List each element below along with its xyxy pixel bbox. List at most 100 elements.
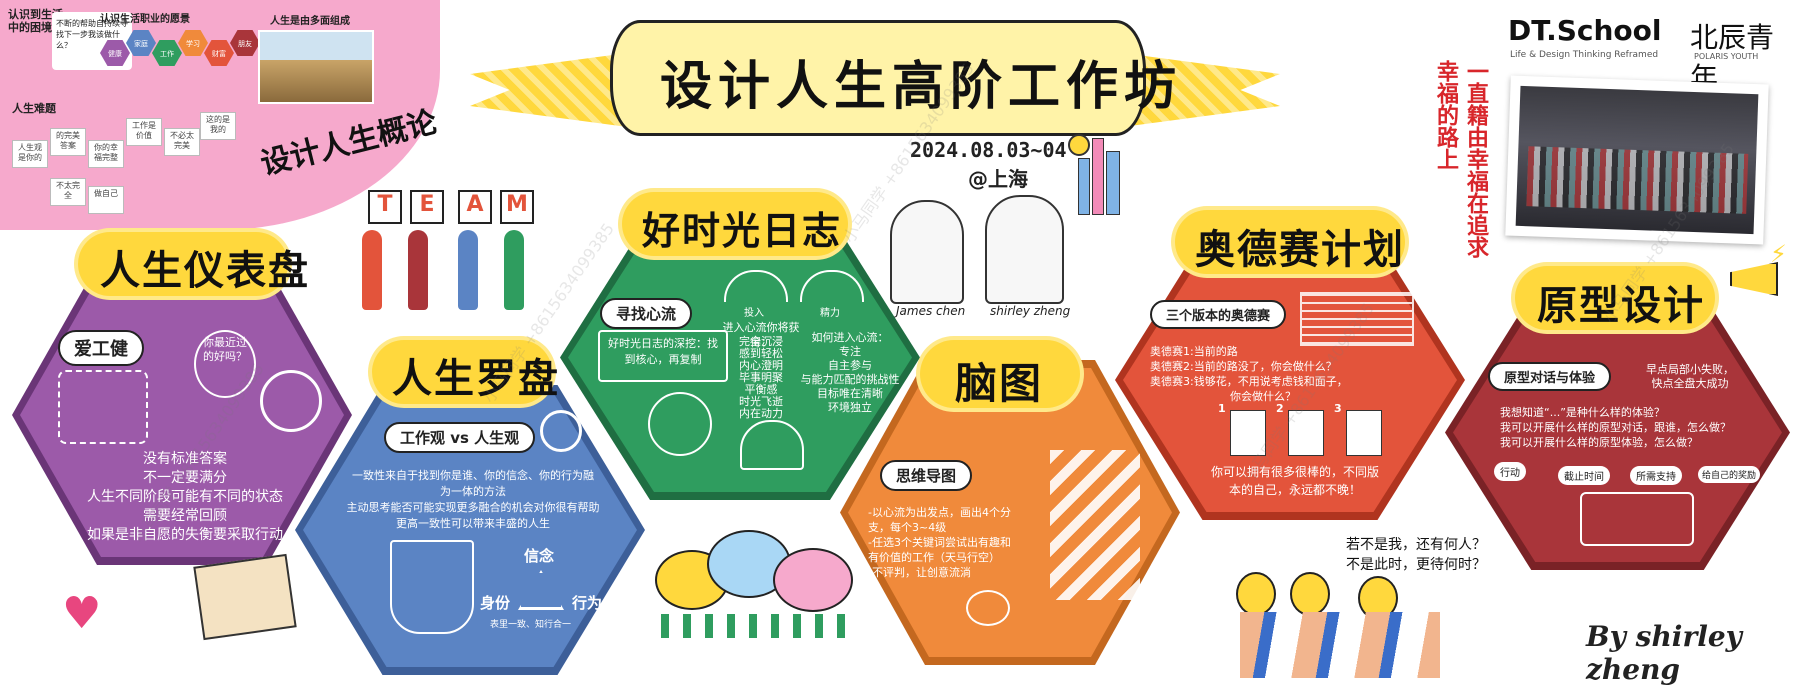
journal-col2-item: 与能力匹配的挑战性 <box>800 373 900 386</box>
megaphone-icon <box>1730 262 1778 296</box>
compass-line: 为一体的方法 <box>440 485 506 498</box>
compass-title: 人生罗盘 <box>392 356 560 402</box>
odyssey-title: 奥德赛计划 <box>1195 227 1405 273</box>
portrait-shirley <box>985 195 1064 304</box>
prototype-side: 早点局部小失败， <box>1646 363 1734 376</box>
overview-hex-label: 学习 <box>186 40 200 48</box>
odyssey-title-cloud <box>1175 210 1405 274</box>
compass-icon <box>540 410 582 452</box>
quote-line: 不是此时，更待何时？ <box>1346 557 1486 573</box>
dashboard-line: 需要经常回顾 <box>143 508 227 524</box>
lightbulb-icon <box>1236 572 1276 616</box>
overview-q2: 认识生活职业的愿景 <box>100 14 190 25</box>
overview-card: 工作是价值 <box>126 118 162 146</box>
banner-title: 设计人生高阶工作坊 <box>660 57 1183 117</box>
overview-card: 不太完全 <box>50 178 86 206</box>
signature: By shirley zheng <box>1586 620 1742 686</box>
odyssey-line: 奥德赛3:钱够花，不用说考虑钱和面子， <box>1150 375 1348 388</box>
triad-note: 表里一致、知行合一 <box>490 620 572 630</box>
puzzle-icon <box>58 370 148 444</box>
odyssey-sheet <box>1346 410 1382 456</box>
journal-col1-item: 平衡感 <box>744 383 778 396</box>
flow-step: 所需支持 <box>1630 466 1682 485</box>
prototype-hex <box>1453 303 1782 562</box>
bolt-icon: ⚡ <box>1770 240 1787 268</box>
quote-line: 若不是我，还有何人？ <box>1346 537 1486 553</box>
overview-hex-label: 健康 <box>108 50 122 58</box>
overview-hex-label: 朋友 <box>238 40 252 48</box>
odyssey-sheet <box>1288 410 1324 456</box>
landscape-photo <box>258 30 374 104</box>
conversation-icon <box>1580 492 1694 546</box>
triad-left: 身份 <box>480 594 511 612</box>
gauge-energy-label: 精力 <box>820 308 840 319</box>
mindmap-line: 支，每个3~4级 <box>868 521 947 534</box>
raised-hands <box>1240 612 1440 678</box>
overview-card: 人生观是你的 <box>12 140 48 168</box>
brand-tagline: Life & Design Thinking Reframed <box>1510 50 1659 60</box>
overview-card: 你的幸福完整 <box>88 140 124 168</box>
journal-col1-item: 内在动力 <box>739 407 783 420</box>
dashboard-line: 人生不同阶段可能有不同的状态 <box>87 489 283 505</box>
mindmap-sub: 思维导图 <box>880 460 973 491</box>
odyssey-sheet <box>1230 410 1266 456</box>
team-figures: T E A M <box>340 190 570 330</box>
flow-step: 给自己的奖励 <box>1698 466 1761 483</box>
overview-q4: 人生难题 <box>12 102 56 115</box>
person-figure <box>458 230 478 310</box>
prototype-line: 我想知道“...”是种什么样的体验？ <box>1500 406 1665 419</box>
journal-col2-head: 如何进入心流： <box>811 331 889 344</box>
odyssey-sub: 三个版本的奥德赛 <box>1150 300 1287 329</box>
journal-col1-item: 完全沉浸 <box>739 335 783 348</box>
journal-sub: 寻找心流 <box>600 298 693 329</box>
overview-hex-label: 家庭 <box>134 40 148 48</box>
name-shirley: shirley zheng <box>990 304 1071 318</box>
skyline-icon <box>1070 135 1130 215</box>
mindmap-line: -以心流为出发点，画出4个分 <box>868 506 1011 519</box>
overview-card: 不必太完美 <box>164 128 200 156</box>
team-sign: A <box>458 190 492 224</box>
team-sign: M <box>500 190 534 224</box>
dashboard-title: 人生仪表盘 <box>100 248 310 294</box>
winged-heart-icon: ♥ <box>62 588 102 639</box>
journal-title: 好时光日志 <box>642 209 843 253</box>
flow-step: 截止时间 <box>1558 466 1610 485</box>
odyssey-foot: 你可以拥有很多很棒的，不同版 <box>1210 465 1379 479</box>
overview-q3: 人生是由多面组成 <box>270 16 350 27</box>
team-sign: E <box>410 190 444 224</box>
slogan: 一直籍由幸福在追求幸福的路上 <box>1433 60 1488 258</box>
wave-icon <box>740 420 804 470</box>
triad-top: 信念 <box>524 547 555 565</box>
flow-step: 行动 <box>1494 462 1526 481</box>
journal-box: 好时光日志的深挖：找到核心，再复制 <box>598 330 728 382</box>
journal-col1-item: 时光飞逝 <box>739 395 783 408</box>
team-sign: T <box>368 190 402 224</box>
ship-icon <box>390 540 474 634</box>
mindmap-line: 有价值的工作（天马行空） <box>868 551 1000 564</box>
compass-line: 一致性来自于找到你是谁、你的信念、你的行为融 <box>352 469 594 482</box>
odyssey-sketch-icon <box>1300 292 1414 346</box>
journal-col1-head: 进入心流你将获得： <box>722 321 800 349</box>
odyssey-sheet-num: 2 <box>1276 402 1284 415</box>
journal-col2-item: 目标唯在清晰 <box>817 387 883 400</box>
brand-partner-en: POLARIS YOUTH <box>1694 52 1759 61</box>
prototype-title: 原型设计 <box>1537 283 1705 329</box>
journal-title-cloud <box>622 192 848 256</box>
brand-logo: DT.School <box>1508 14 1662 47</box>
overview-card: 这的是我的 <box>200 112 236 140</box>
dashboard-line: 不一定要满分 <box>143 470 227 486</box>
overview-q1: 认识到生活中的困境 <box>8 8 63 34</box>
overview-hex-label: 工作 <box>160 50 174 58</box>
compass-line: 更高一致性可以带来丰盛的人生 <box>396 517 550 530</box>
dashboard-line: 如果是非自愿的失衡要采取行动 <box>87 527 283 543</box>
person-figure <box>408 230 428 310</box>
joyful-figure-icon <box>648 392 712 456</box>
dashboard-bubble: 你最近过的好吗？ <box>194 330 256 398</box>
portrait-james <box>890 200 964 304</box>
mindmap-title-cloud <box>920 340 1080 408</box>
person-figure <box>504 230 524 310</box>
event-date: 2024.08.03~04 <box>910 138 1067 162</box>
overview-q1-text: 不断的帮助自持续寻找下一步我该做什么？ <box>56 19 128 50</box>
speech-bubbles-icon <box>655 530 865 640</box>
odyssey-line: 奥德赛1:当前的路 <box>1150 345 1238 358</box>
